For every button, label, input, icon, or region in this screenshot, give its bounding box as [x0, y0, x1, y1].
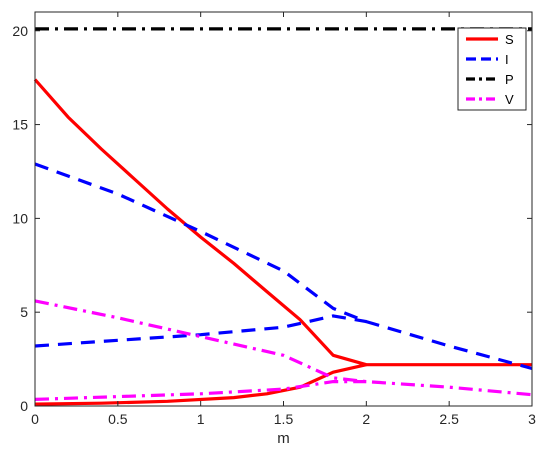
x-tick-label: 3 — [528, 411, 536, 427]
series-line-i-lower — [34, 314, 367, 348]
legend-label-s: S — [505, 32, 514, 47]
y-tick-label: 15 — [12, 117, 28, 133]
x-tick-label: 2 — [362, 411, 370, 427]
tick-layer: 0 0.5 1 1.5 2 2.5 3 0 5 10 15 20 — [12, 12, 536, 427]
y-tick-label: 5 — [20, 304, 28, 320]
x-tick-label: 1.5 — [274, 411, 294, 427]
series-line-i-upper — [34, 162, 533, 371]
series-layer — [33, 27, 533, 406]
legend-label-v: V — [505, 92, 514, 107]
x-tick-label: 1 — [197, 411, 205, 427]
y-tick-label: 20 — [12, 23, 28, 39]
y-tick-label: 10 — [12, 210, 28, 226]
x-tick-label: 0 — [31, 411, 39, 427]
series-line-v-upper — [34, 299, 533, 397]
x-tick-label: 0.5 — [108, 411, 128, 427]
x-axis-title: m — [277, 430, 290, 447]
legend-box — [457, 27, 527, 111]
legend-label-p: P — [505, 72, 514, 87]
plot-background — [35, 12, 532, 406]
legend-label-i: I — [505, 52, 509, 67]
y-tick-label: 0 — [20, 398, 28, 414]
x-tick-label: 2.5 — [439, 411, 459, 427]
series-line-v-lower — [34, 380, 367, 401]
